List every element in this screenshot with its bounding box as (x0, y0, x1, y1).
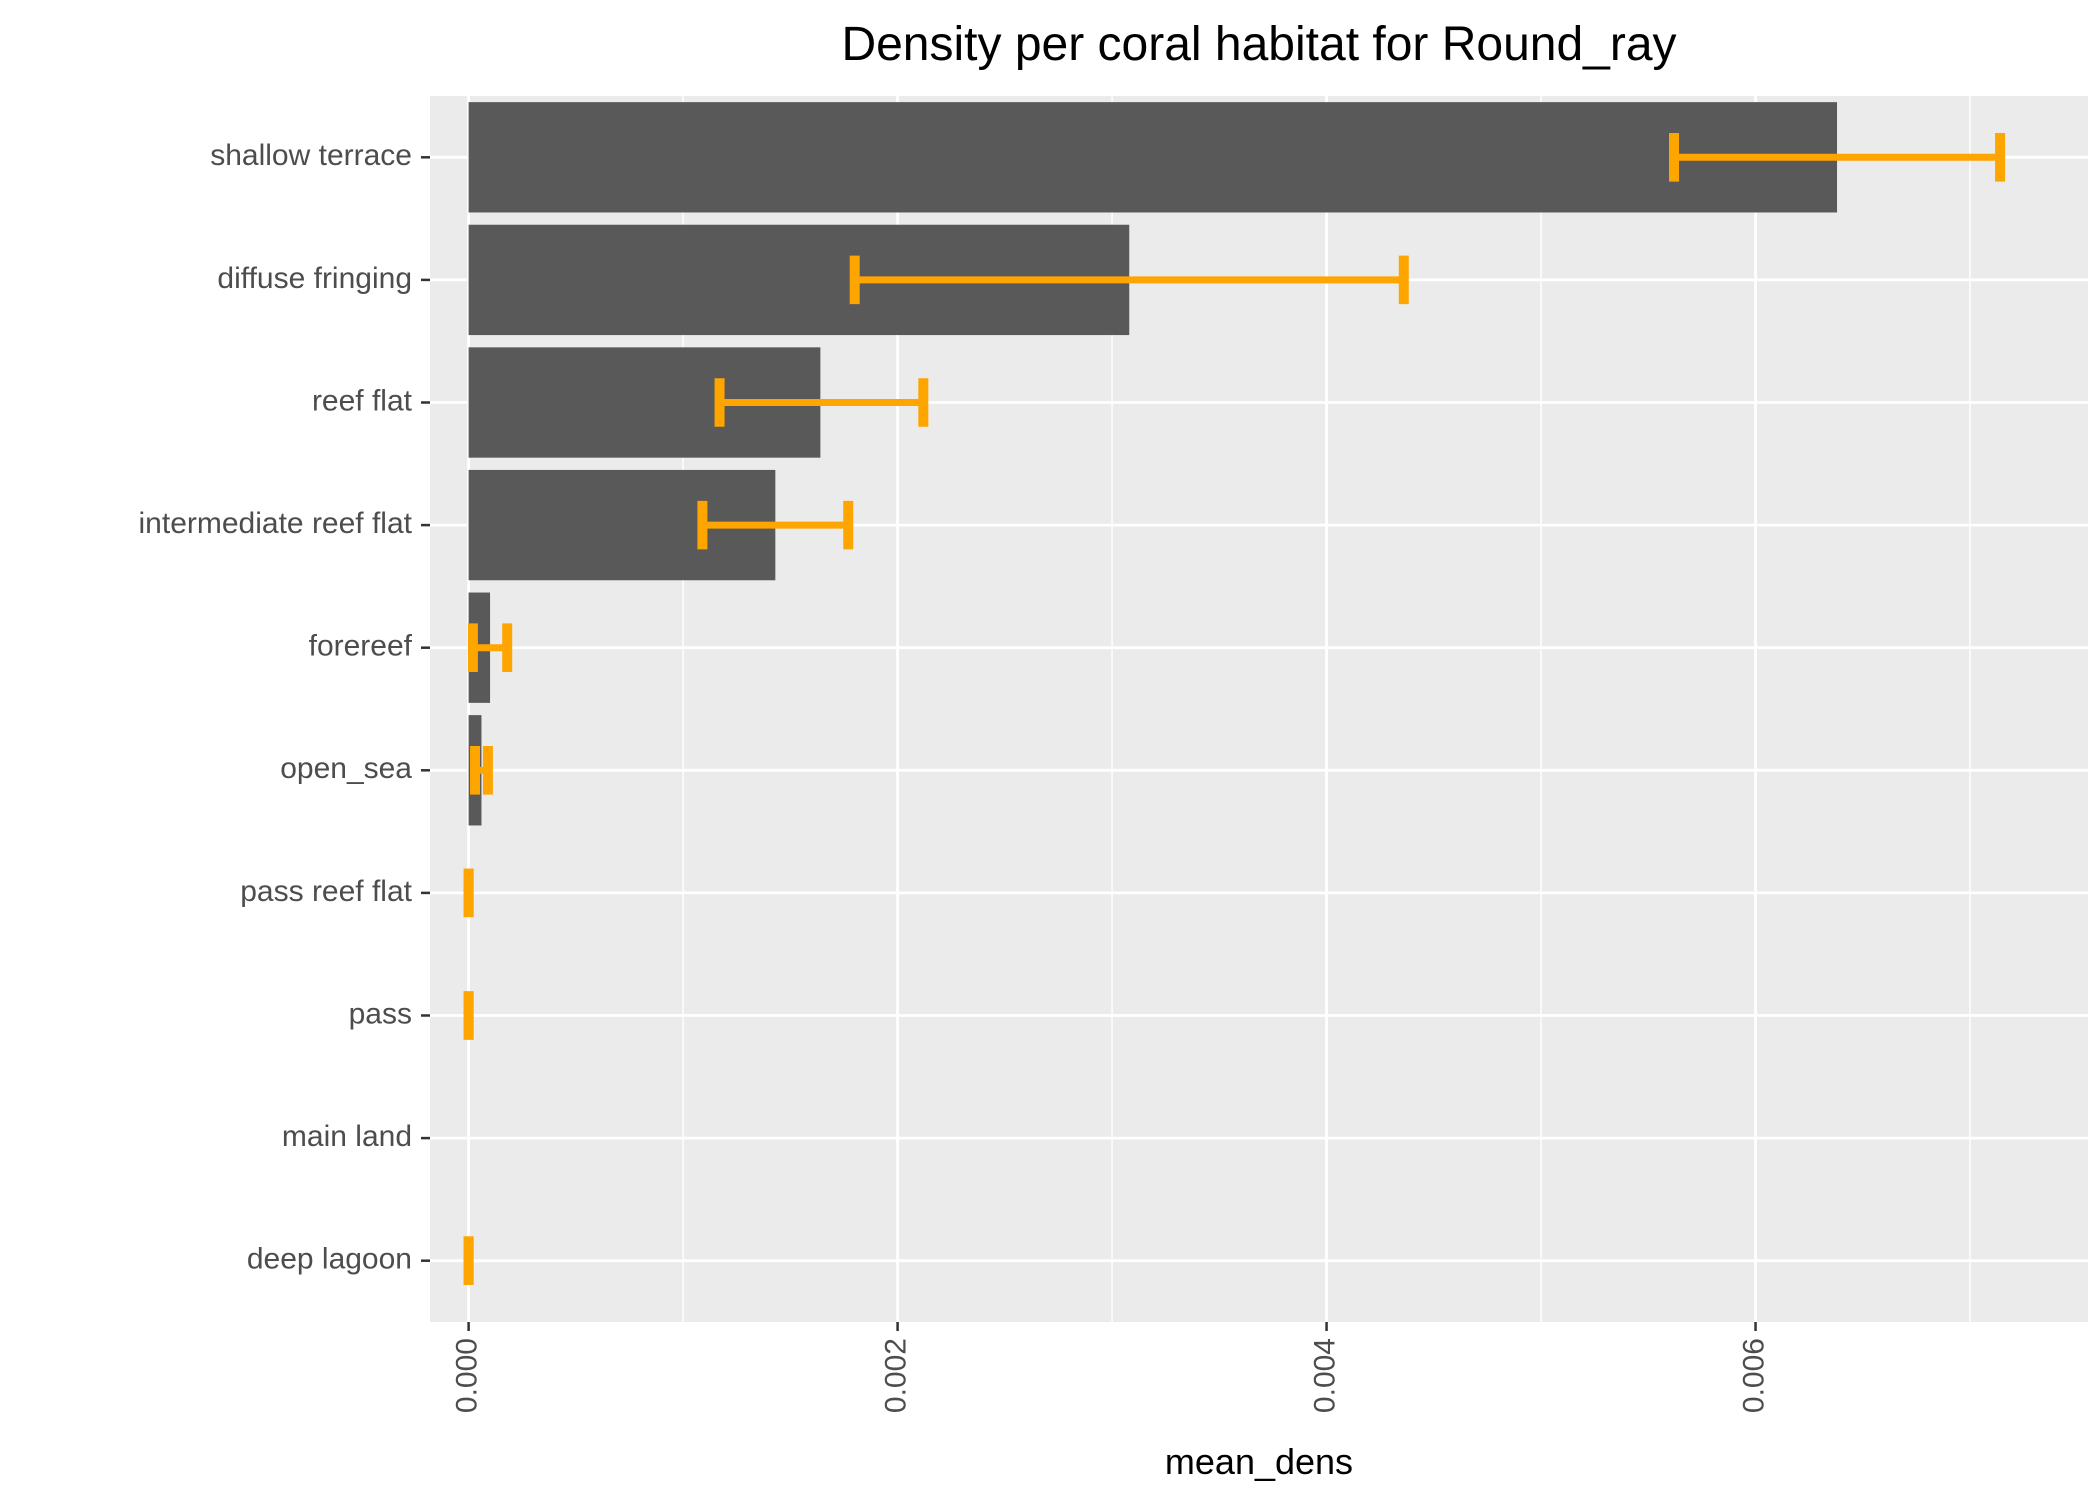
x-axis: 0.000 0.002 0.004 0.006 (451, 1322, 1770, 1413)
x-tick-label: 0.002 (880, 1338, 913, 1413)
y-tick-label: main land (282, 1120, 412, 1153)
y-tick-label: pass reef flat (240, 875, 412, 908)
y-tick-label: shallow terrace (210, 139, 412, 172)
y-tick-label: reef flat (312, 384, 413, 417)
error-bar (849, 255, 1409, 305)
x-tick-label: 0.004 (1308, 1338, 1341, 1413)
error-bar (467, 623, 513, 672)
bar (468, 102, 1838, 213)
y-tick-label: open_sea (280, 752, 412, 785)
error-bars (463, 133, 2006, 1285)
error-bar (714, 378, 929, 427)
bars (468, 102, 1838, 826)
chart-title: Density per coral habitat for Round_ray (841, 18, 1676, 71)
error-bar (697, 500, 854, 550)
y-axis: shallow terrace diffuse fringing reef flat… (139, 139, 430, 1276)
y-tick-label: diffuse fringing (217, 262, 412, 295)
x-tick-label: 0.006 (1737, 1338, 1770, 1413)
y-tick-label: deep lagoon (247, 1243, 412, 1276)
error-bar (1669, 133, 2006, 182)
y-tick-label: pass (349, 997, 412, 1030)
y-tick-label: forereef (309, 630, 413, 663)
x-axis-label: mean_dens (1165, 1441, 1353, 1482)
error-bar (470, 746, 493, 795)
y-tick-label: intermediate reef flat (139, 507, 413, 540)
x-tick-label: 0.000 (451, 1338, 484, 1413)
